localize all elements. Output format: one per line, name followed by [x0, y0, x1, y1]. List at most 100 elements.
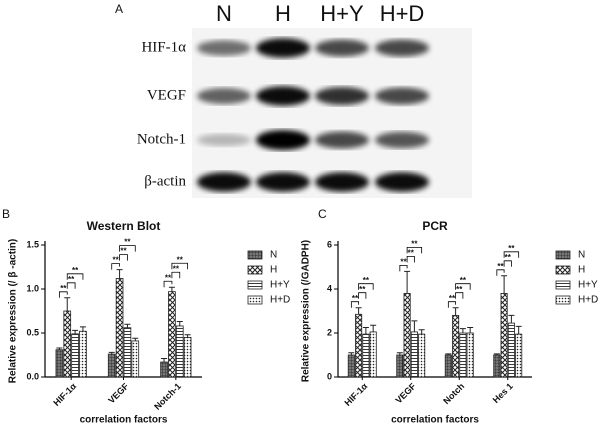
bar	[410, 331, 418, 378]
x-axis-label: correlation factors	[391, 415, 479, 426]
lane-label: H+D	[380, 1, 425, 26]
significance-bracket	[496, 269, 505, 276]
legend-swatch	[555, 295, 571, 305]
x-tick-label: Notch-1	[152, 381, 183, 412]
error-bar	[184, 334, 191, 338]
x-axis-label: correlation factors	[80, 415, 168, 426]
error-bar	[168, 286, 175, 292]
lane-label: H	[275, 1, 291, 26]
significance-bracket	[447, 301, 457, 308]
significance-bracket	[455, 283, 471, 290]
significance-bracket	[358, 283, 374, 290]
significance-bracket	[358, 292, 367, 299]
legend-swatch	[247, 280, 263, 290]
chart-title: PCR	[422, 219, 448, 233]
significance-bracket	[406, 247, 423, 254]
error-bar	[124, 323, 131, 328]
blot-background	[192, 28, 472, 198]
error-bar	[515, 325, 522, 335]
bar	[355, 313, 363, 378]
bar	[175, 325, 184, 378]
legend-swatch	[247, 250, 263, 260]
error-bar	[445, 353, 452, 355]
legend-label: H	[578, 265, 585, 276]
legend-label: H+D	[270, 295, 290, 306]
significance-label: **	[72, 266, 79, 275]
bar	[131, 340, 140, 378]
panel-label: A	[115, 2, 123, 16]
x-tick-label: HIF-1α	[51, 381, 78, 408]
x-tick-label: Notch	[441, 381, 466, 406]
bar	[160, 361, 168, 378]
error-bar	[404, 270, 411, 294]
band	[256, 38, 310, 58]
bar	[168, 291, 176, 378]
bar	[444, 354, 452, 378]
legend-swatch	[555, 280, 571, 290]
y-tick-label: 1.0	[26, 283, 39, 293]
significance-bracket	[58, 291, 68, 298]
significance-bracket	[171, 262, 189, 270]
bar	[55, 349, 64, 378]
significance-bracket	[406, 255, 415, 263]
bar	[500, 292, 508, 378]
legend-label: N	[270, 250, 277, 261]
bar	[123, 327, 132, 378]
legend-swatch	[247, 265, 263, 275]
significance-label: **	[165, 273, 172, 282]
bar	[63, 310, 72, 378]
significance-label: **	[68, 275, 75, 284]
significance-label: **	[408, 249, 415, 258]
significance-label: **	[363, 276, 370, 285]
significance-bracket	[66, 273, 84, 280]
legend-label: N	[578, 250, 585, 261]
y-tick-label: 0.5	[26, 327, 39, 337]
lane-label: H+Y	[320, 1, 364, 26]
bar	[515, 333, 523, 378]
bar	[362, 333, 370, 378]
y-tick-label: 2	[327, 327, 332, 337]
error-bar	[452, 307, 459, 316]
bar	[115, 278, 124, 378]
band	[375, 131, 429, 149]
significance-label: **	[60, 284, 67, 293]
y-tick-label: 0.0	[26, 371, 39, 381]
error-bar	[72, 329, 79, 334]
bar	[183, 336, 192, 378]
significance-bracket	[119, 254, 128, 261]
significance-label: **	[456, 285, 463, 294]
band	[315, 131, 369, 149]
error-bar	[370, 324, 377, 332]
band	[197, 172, 251, 192]
band	[256, 130, 310, 150]
significance-label: **	[177, 255, 184, 264]
legend-label: H+D	[578, 295, 598, 306]
band	[375, 87, 429, 105]
significance-label: **	[124, 238, 131, 247]
bar	[71, 333, 79, 378]
significance-bracket	[66, 282, 76, 289]
error-bar	[132, 337, 139, 341]
significance-label: **	[460, 276, 467, 285]
row-label: HIF-1α	[141, 39, 186, 55]
bar	[79, 330, 87, 378]
y-axis-label: Relative expression (/GADPH)	[301, 240, 312, 382]
significance-bracket	[119, 245, 136, 252]
significance-label: **	[411, 240, 418, 249]
bar	[107, 353, 116, 378]
error-bar	[176, 321, 183, 326]
significance-bracket	[350, 301, 360, 308]
bar	[466, 332, 474, 378]
legend-swatch	[247, 295, 263, 305]
y-axis-label: Relative expression (/ β -actin)	[8, 239, 19, 383]
legend-label: H	[270, 265, 277, 276]
error-bar	[362, 327, 369, 335]
panel-label: C	[318, 207, 327, 221]
y-tick-label: 1.5	[26, 239, 39, 249]
error-bar	[459, 328, 466, 333]
bar	[347, 354, 355, 378]
error-bar	[79, 326, 86, 332]
y-tick-label: 6	[327, 239, 332, 249]
x-tick-label: HIF-1α	[342, 381, 369, 408]
